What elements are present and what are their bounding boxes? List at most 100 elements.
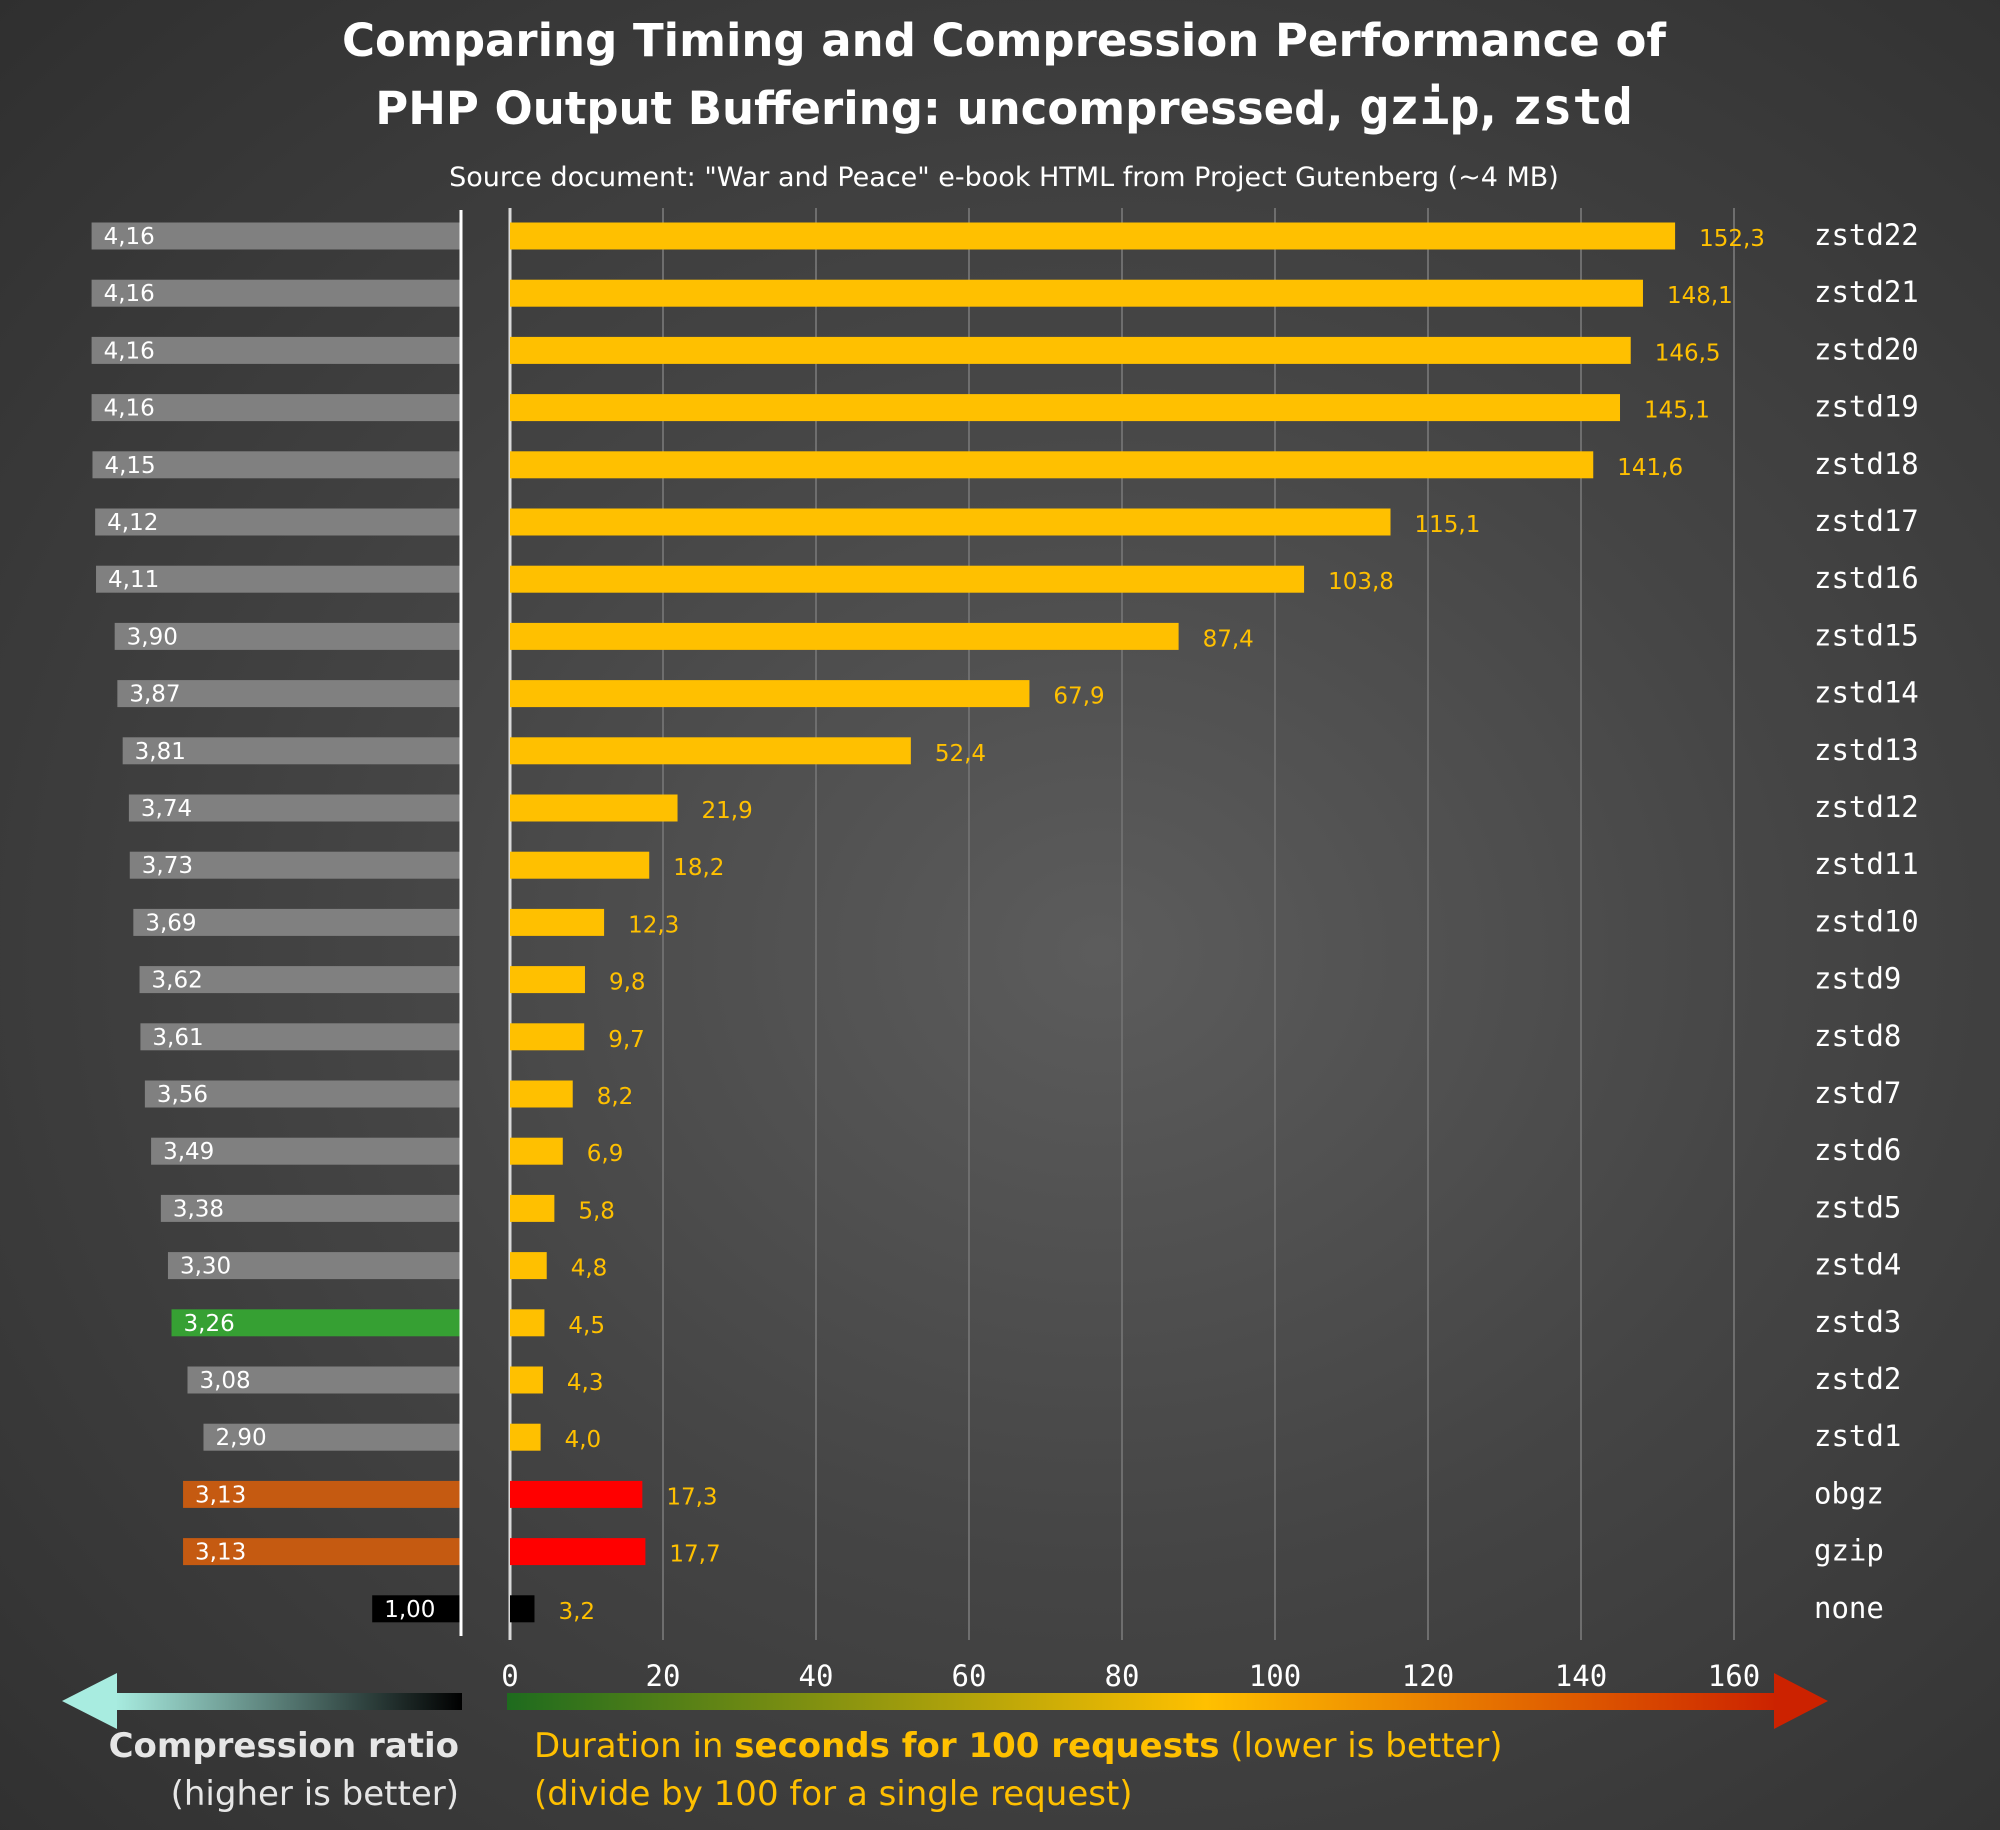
duration-data-label: 3,2 bbox=[558, 1599, 595, 1625]
ratio-bar bbox=[171, 1309, 461, 1337]
duration-data-label: 4,5 bbox=[568, 1313, 605, 1339]
chart-title-part: PHP Output Buffering: uncompressed, bbox=[375, 82, 1359, 135]
ratio-bar bbox=[128, 794, 461, 822]
compression-ratio-series: 4,16 4,16 4,16 4,16 4,15 4,12 4,11 3,90 3,87 3,81… bbox=[91, 222, 462, 1623]
ratio-data-label: 4,11 bbox=[108, 567, 159, 593]
duration-bar bbox=[510, 394, 1621, 422]
ratio-bar bbox=[129, 851, 461, 879]
ratio-bar bbox=[95, 508, 462, 536]
category-label: gzip bbox=[1814, 1534, 1884, 1568]
x-tick-label: 160 bbox=[1708, 1659, 1760, 1693]
category-label: zstd4 bbox=[1814, 1248, 1901, 1282]
category-label: zstd3 bbox=[1814, 1305, 1901, 1339]
ratio-bar bbox=[151, 1137, 461, 1165]
ratio-data-label: 3,56 bbox=[157, 1082, 208, 1108]
chart-title-line-2: PHP Output Buffering: uncompressed, gzip… bbox=[375, 78, 1633, 136]
x-tick-label: 20 bbox=[646, 1659, 681, 1693]
ratio-data-label: 3,73 bbox=[142, 853, 193, 879]
category-label: zstd22 bbox=[1814, 218, 1919, 252]
duration-data-label: 4,8 bbox=[571, 1256, 608, 1282]
ratio-bar bbox=[114, 622, 462, 650]
duration-bar bbox=[510, 508, 1391, 536]
ratio-bar bbox=[167, 1252, 461, 1280]
category-label: zstd1 bbox=[1814, 1419, 1901, 1453]
ratio-bar bbox=[92, 451, 461, 479]
duration-data-label: 141,6 bbox=[1617, 455, 1683, 481]
ratio-data-label: 3,69 bbox=[145, 910, 196, 936]
category-label: zstd20 bbox=[1814, 332, 1919, 366]
x-axis-ticks: 0 20 40 60 80 100 120 140 160 bbox=[501, 1659, 1760, 1693]
right-axis-title-line-2: (divide by 100 for a single request) bbox=[534, 1774, 1133, 1814]
category-label: none bbox=[1814, 1591, 1884, 1625]
duration-bar bbox=[510, 966, 585, 994]
duration-bar bbox=[510, 1423, 541, 1451]
ratio-bar bbox=[187, 1366, 461, 1394]
x-tick-label: 60 bbox=[952, 1659, 987, 1693]
duration-data-label: 5,8 bbox=[578, 1198, 615, 1224]
ratio-data-label: 3,90 bbox=[127, 624, 178, 650]
category-label: zstd2 bbox=[1814, 1362, 1901, 1396]
ratio-bar bbox=[133, 908, 461, 936]
ratio-bar bbox=[160, 1194, 461, 1222]
duration-data-label: 9,8 bbox=[609, 970, 646, 996]
ratio-data-label: 3,62 bbox=[152, 968, 203, 994]
x-tick-label: 40 bbox=[799, 1659, 834, 1693]
right-arrow-shaft bbox=[507, 1693, 1778, 1710]
category-label: zstd10 bbox=[1814, 904, 1919, 938]
category-label: zstd19 bbox=[1814, 390, 1919, 424]
chart-subtitle: Source document: "War and Peace" e-book … bbox=[449, 162, 1559, 193]
right-axis-title-part: Duration in bbox=[534, 1726, 734, 1766]
duration-data-label: 103,8 bbox=[1328, 569, 1394, 595]
right-axis-title-part: (lower is better) bbox=[1219, 1726, 1502, 1766]
duration-data-label: 12,3 bbox=[628, 912, 679, 938]
category-label: zstd8 bbox=[1814, 1019, 1901, 1053]
x-tick-label: 0 bbox=[501, 1659, 518, 1693]
category-label: zstd15 bbox=[1814, 618, 1919, 652]
category-label: zstd5 bbox=[1814, 1190, 1901, 1224]
ratio-bar bbox=[183, 1480, 461, 1508]
category-label: zstd9 bbox=[1814, 962, 1901, 996]
duration-bar bbox=[510, 1194, 555, 1222]
duration-data-label: 4,3 bbox=[567, 1370, 604, 1396]
category-label: zstd12 bbox=[1814, 790, 1919, 824]
left-arrow-shaft bbox=[115, 1693, 462, 1710]
duration-data-label: 67,9 bbox=[1053, 684, 1104, 710]
category-label: zstd7 bbox=[1814, 1076, 1901, 1110]
x-tick-label: 100 bbox=[1249, 1659, 1301, 1693]
ratio-data-label: 2,90 bbox=[215, 1425, 266, 1451]
category-labels: zstd22 zstd21 zstd20 zstd19 zstd18 zstd17 zstd… bbox=[1814, 218, 1919, 1625]
ratio-bar bbox=[91, 336, 461, 364]
ratio-data-label: 3,26 bbox=[184, 1311, 235, 1337]
ratio-bar bbox=[203, 1423, 462, 1451]
duration-data-label: 4,0 bbox=[565, 1427, 602, 1453]
duration-data-label: 8,2 bbox=[597, 1084, 634, 1110]
category-label: zstd13 bbox=[1814, 733, 1919, 767]
ratio-bar bbox=[183, 1538, 461, 1566]
ratio-data-label: 4,16 bbox=[104, 224, 155, 250]
ratio-data-label: 4,15 bbox=[104, 453, 155, 479]
ratio-bar bbox=[140, 1023, 461, 1051]
duration-bar bbox=[510, 1538, 646, 1566]
duration-bar bbox=[510, 565, 1305, 593]
ratio-data-label: 3,13 bbox=[195, 1482, 246, 1508]
chart-title-gzip: gzip bbox=[1359, 78, 1479, 136]
duration-bar bbox=[510, 279, 1643, 307]
duration-bar bbox=[510, 1080, 573, 1108]
ratio-bar bbox=[372, 1595, 461, 1623]
duration-data-label: 18,2 bbox=[673, 855, 724, 881]
ratio-bar bbox=[117, 680, 462, 708]
ratio-data-label: 3,74 bbox=[141, 796, 192, 822]
duration-bar bbox=[510, 336, 1631, 364]
duration-bar bbox=[510, 1252, 547, 1280]
ratio-data-label: 3,13 bbox=[195, 1540, 246, 1566]
ratio-bar bbox=[91, 279, 461, 307]
ratio-data-label: 4,12 bbox=[107, 510, 158, 536]
duration-bar bbox=[510, 1137, 563, 1165]
ratio-data-label: 1,00 bbox=[384, 1597, 435, 1623]
chart-title-zstd: zstd bbox=[1512, 78, 1632, 136]
duration-data-label: 115,1 bbox=[1415, 512, 1481, 538]
duration-bar bbox=[510, 1595, 535, 1623]
x-tick-label: 80 bbox=[1105, 1659, 1140, 1693]
duration-bar bbox=[510, 908, 605, 936]
